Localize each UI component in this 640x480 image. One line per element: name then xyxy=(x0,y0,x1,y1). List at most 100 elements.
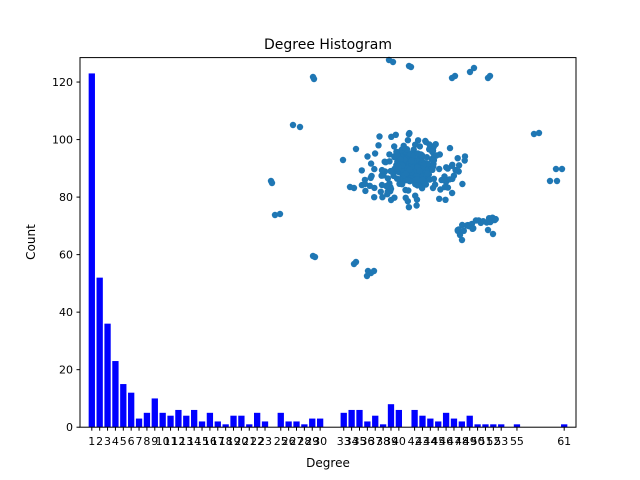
overlay-point xyxy=(363,272,371,280)
x-tick-label-30: 30 xyxy=(313,435,327,448)
overlay-point xyxy=(432,141,439,148)
bar-degree-44 xyxy=(427,418,434,428)
overlay-point xyxy=(546,177,554,185)
y-axis-label: Count xyxy=(24,224,38,260)
bar-degree-45 xyxy=(435,421,442,428)
overlay-point xyxy=(361,180,369,188)
overlay-point xyxy=(405,187,412,194)
overlay-point xyxy=(430,175,438,182)
x-tick-label-18: 18 xyxy=(219,435,233,448)
overlay-point xyxy=(454,155,461,162)
bar-degree-55 xyxy=(513,424,521,428)
bar-degree-28 xyxy=(301,424,308,428)
overlay-point xyxy=(310,75,318,83)
x-tick-label-29: 29 xyxy=(305,435,319,448)
bar-degree-2 xyxy=(96,277,103,428)
bar-degree-20 xyxy=(238,415,245,428)
overlay-point xyxy=(416,167,423,175)
overlay-point xyxy=(448,74,456,82)
x-tick-label-15: 15 xyxy=(195,435,209,448)
overlay-point xyxy=(378,166,386,174)
bar-degree-1 xyxy=(88,73,95,428)
overlay-point xyxy=(379,194,386,201)
overlay-point xyxy=(461,153,469,160)
bar-degree-25 xyxy=(277,412,284,428)
bar-degree-49 xyxy=(466,415,473,428)
overlay-point xyxy=(271,211,279,219)
bar-degree-48 xyxy=(458,421,465,428)
x-tick-label-20: 20 xyxy=(234,435,248,448)
overlay-point xyxy=(386,151,393,158)
x-tick-label-6: 6 xyxy=(128,435,135,448)
bar-degree-11 xyxy=(167,415,174,428)
overlay-point xyxy=(431,181,439,188)
overlay-point xyxy=(405,204,413,211)
x-tick-label-5: 5 xyxy=(120,435,127,448)
x-tick-label-7: 7 xyxy=(136,435,143,448)
bar-degree-29 xyxy=(309,418,316,428)
x-tick-label-25: 25 xyxy=(274,435,288,448)
plot-area xyxy=(88,73,568,428)
x-tick-label-1: 1 xyxy=(88,435,95,448)
x-tick-label-39: 39 xyxy=(384,435,398,448)
bar-degree-34 xyxy=(348,409,355,428)
overlay-point xyxy=(377,188,384,195)
x-tick-label-10: 10 xyxy=(156,435,170,448)
x-tick-label-4: 4 xyxy=(112,435,119,448)
bar-degree-17 xyxy=(214,421,221,428)
x-tick-label-40: 40 xyxy=(392,435,406,448)
overlay-point xyxy=(370,267,378,275)
overlay-point xyxy=(404,137,412,144)
bar-degree-21 xyxy=(246,424,253,428)
overlay-point xyxy=(456,231,464,239)
bar-degree-19 xyxy=(230,415,237,428)
overlay-point xyxy=(371,165,378,173)
x-tick-label-35: 35 xyxy=(352,435,366,448)
x-tick-label-45: 45 xyxy=(431,435,445,448)
overlay-point xyxy=(311,253,319,261)
bar-degree-30 xyxy=(316,418,324,428)
bar-degree-23 xyxy=(261,421,269,428)
overlay-point xyxy=(387,167,394,175)
x-tick-label-13: 13 xyxy=(179,435,193,448)
bar-degree-27 xyxy=(293,421,300,428)
y-tick-label-120: 120 xyxy=(52,76,73,89)
x-tick-label-8: 8 xyxy=(143,435,150,448)
overlay-point xyxy=(443,164,450,171)
bar-degree-46 xyxy=(442,412,450,428)
overlay-point xyxy=(436,165,443,173)
overlay-point xyxy=(442,196,449,203)
bar-degree-14 xyxy=(191,409,198,428)
bar-degree-51 xyxy=(482,424,489,428)
bar-degree-36 xyxy=(364,421,371,428)
x-tick-label-27: 27 xyxy=(290,435,304,448)
overlay-point xyxy=(382,159,389,166)
overlay-point xyxy=(393,148,400,155)
overlay-point xyxy=(424,170,431,177)
bar-degree-26 xyxy=(285,421,292,428)
overlay-point xyxy=(492,215,499,223)
y-tick-label-60: 60 xyxy=(59,249,73,262)
overlay-point xyxy=(405,177,412,184)
overlay-point xyxy=(433,152,440,159)
bar-degree-39 xyxy=(387,404,395,428)
bar-degree-61 xyxy=(561,424,568,428)
overlay-point xyxy=(368,172,375,180)
x-tick-label-55: 55 xyxy=(510,435,524,448)
x-tick-label-51: 51 xyxy=(478,435,492,448)
overlay-point xyxy=(375,142,382,149)
x-tick-label-9: 9 xyxy=(151,435,158,448)
overlay-point xyxy=(406,166,413,173)
x-tick-label-48: 48 xyxy=(455,435,469,448)
x-tick-label-42: 42 xyxy=(408,435,422,448)
overlay-point xyxy=(407,63,415,71)
overlay-point xyxy=(446,144,454,152)
bar-degree-5 xyxy=(120,384,127,428)
overlay-point xyxy=(387,185,395,193)
x-tick-label-28: 28 xyxy=(297,435,311,448)
bar-degree-50 xyxy=(474,424,481,428)
bar-degree-8 xyxy=(143,412,151,428)
overlay-point xyxy=(371,150,379,157)
x-tick-label-53: 53 xyxy=(494,435,508,448)
y-tick-label-0: 0 xyxy=(66,421,73,434)
